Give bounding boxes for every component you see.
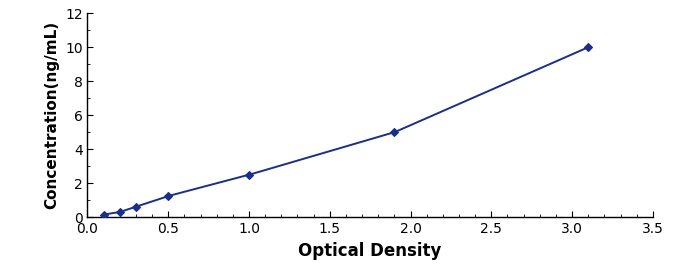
Y-axis label: Concentration(ng/mL): Concentration(ng/mL) bbox=[44, 21, 59, 209]
X-axis label: Optical Density: Optical Density bbox=[298, 242, 442, 260]
